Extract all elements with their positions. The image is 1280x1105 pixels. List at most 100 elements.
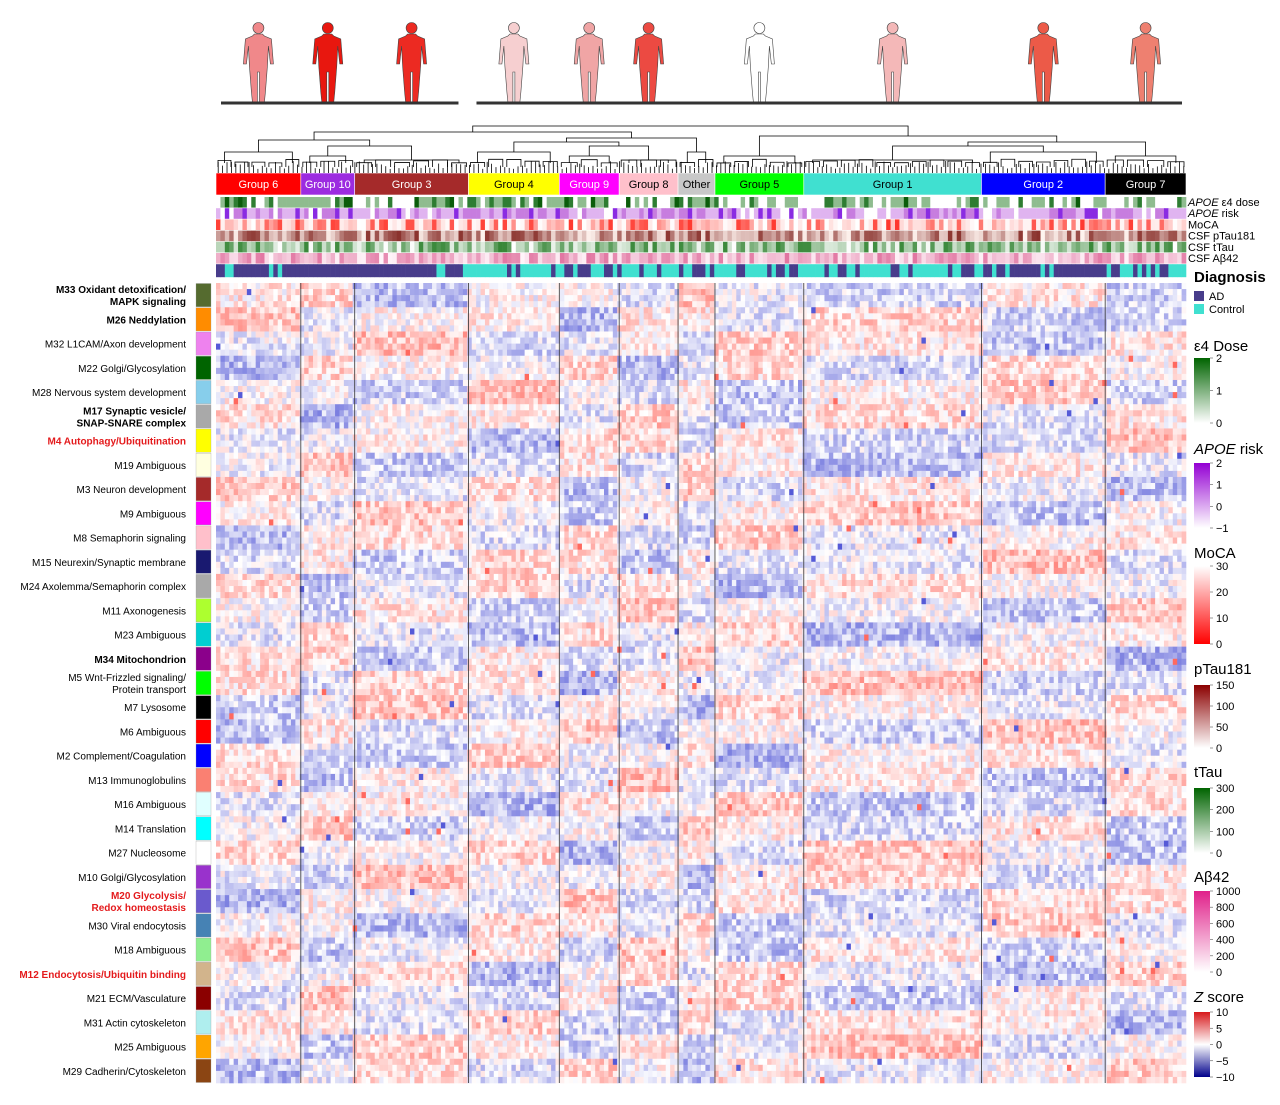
heatmap-cell xyxy=(705,283,710,289)
heatmap-cell xyxy=(710,380,715,386)
heatmap-cell xyxy=(401,338,406,344)
heatmap-cell xyxy=(608,289,613,295)
heatmap-cell xyxy=(428,392,433,398)
heatmap-cell xyxy=(401,283,406,289)
heatmap-cell xyxy=(1005,301,1010,307)
heatmap-cell xyxy=(833,325,838,331)
heatmap-cell xyxy=(1173,356,1178,362)
heatmap-cell xyxy=(692,356,697,362)
heatmap-cell xyxy=(1063,338,1068,344)
heatmap-cell xyxy=(406,404,411,410)
heatmap-cell xyxy=(944,362,949,368)
heatmap-cell xyxy=(529,325,534,331)
heatmap-cell xyxy=(1045,344,1050,350)
heatmap-cell xyxy=(287,344,292,350)
heatmap-cell xyxy=(754,289,759,295)
heatmap-cell xyxy=(533,410,538,416)
heatmap-cell xyxy=(375,398,380,404)
heatmap-cell xyxy=(1120,368,1125,374)
heatmap-cell xyxy=(309,325,314,331)
heatmap-cell xyxy=(265,331,270,337)
heatmap-cell xyxy=(265,301,270,307)
heatmap-cell xyxy=(710,368,715,374)
heatmap-cell xyxy=(1023,404,1028,410)
heatmap-cell xyxy=(639,301,644,307)
heatmap-cell xyxy=(948,313,953,319)
heatmap-cell xyxy=(229,404,234,410)
heatmap-cell xyxy=(939,410,944,416)
heatmap-cell xyxy=(842,319,847,325)
heatmap-cell xyxy=(220,374,225,380)
heatmap-cell xyxy=(921,410,926,416)
heatmap-cell xyxy=(1076,313,1081,319)
heatmap-cell xyxy=(578,362,583,368)
heatmap-cell xyxy=(908,295,913,301)
heatmap-cell xyxy=(564,283,569,289)
heatmap-cell xyxy=(234,301,239,307)
heatmap-cell xyxy=(780,295,785,301)
heatmap-cell xyxy=(423,283,428,289)
heatmap-cell xyxy=(921,398,926,404)
heatmap-cell xyxy=(692,398,697,404)
heatmap-cell xyxy=(489,319,494,325)
heatmap-cell xyxy=(675,307,680,313)
heatmap-cell xyxy=(1036,350,1041,356)
heatmap-cell xyxy=(838,338,843,344)
heatmap-cell xyxy=(1041,392,1046,398)
heatmap-cell xyxy=(780,338,785,344)
heatmap-cell xyxy=(763,356,768,362)
heatmap-cell xyxy=(798,338,803,344)
heatmap-cell xyxy=(829,362,834,368)
heatmap-cell xyxy=(1080,380,1085,386)
heatmap-cell xyxy=(988,289,993,295)
heatmap-cell xyxy=(1155,325,1160,331)
heatmap-cell xyxy=(265,325,270,331)
heatmap-cell xyxy=(600,404,605,410)
heatmap-cell xyxy=(216,289,221,295)
heatmap-cell xyxy=(507,313,512,319)
heatmap-cell xyxy=(384,404,389,410)
heatmap-cell xyxy=(974,289,979,295)
heatmap-cell xyxy=(260,344,265,350)
heatmap-cell xyxy=(516,392,521,398)
heatmap-cell xyxy=(873,392,878,398)
heatmap-cell xyxy=(511,374,516,380)
heatmap-cell xyxy=(406,338,411,344)
heatmap-cell xyxy=(869,289,874,295)
heatmap-cell xyxy=(1138,398,1143,404)
heatmap-cell xyxy=(445,392,450,398)
heatmap-cell xyxy=(278,380,283,386)
heatmap-cell xyxy=(701,410,706,416)
heatmap-cell xyxy=(392,404,397,410)
heatmap-cell xyxy=(727,331,732,337)
heatmap-cell xyxy=(851,368,856,374)
heatmap-cell xyxy=(983,319,988,325)
heatmap-cell xyxy=(1014,368,1019,374)
heatmap-cell xyxy=(705,289,710,295)
heatmap-cell xyxy=(869,362,874,368)
heatmap-cell xyxy=(944,319,949,325)
heatmap-cell xyxy=(820,338,825,344)
heatmap-cell xyxy=(247,380,252,386)
heatmap-cell xyxy=(291,283,296,289)
heatmap-cell xyxy=(1058,392,1063,398)
heatmap-cell xyxy=(675,404,680,410)
heatmap-cell xyxy=(776,410,781,416)
heatmap-cell xyxy=(339,410,344,416)
heatmap-cell xyxy=(653,386,658,392)
heatmap-cell xyxy=(754,398,759,404)
heatmap-cell xyxy=(392,386,397,392)
heatmap-cell xyxy=(234,386,239,392)
heatmap-cell xyxy=(697,344,702,350)
heatmap-cell xyxy=(626,344,631,350)
heatmap-cell xyxy=(564,398,569,404)
heatmap-cell xyxy=(392,344,397,350)
heatmap-cell xyxy=(485,392,490,398)
heatmap-cell xyxy=(758,350,763,356)
heatmap-cell xyxy=(983,289,988,295)
heatmap-cell xyxy=(644,289,649,295)
heatmap-cell xyxy=(586,386,591,392)
heatmap-cell xyxy=(904,374,909,380)
heatmap-cell xyxy=(763,301,768,307)
heatmap-cell xyxy=(335,350,340,356)
